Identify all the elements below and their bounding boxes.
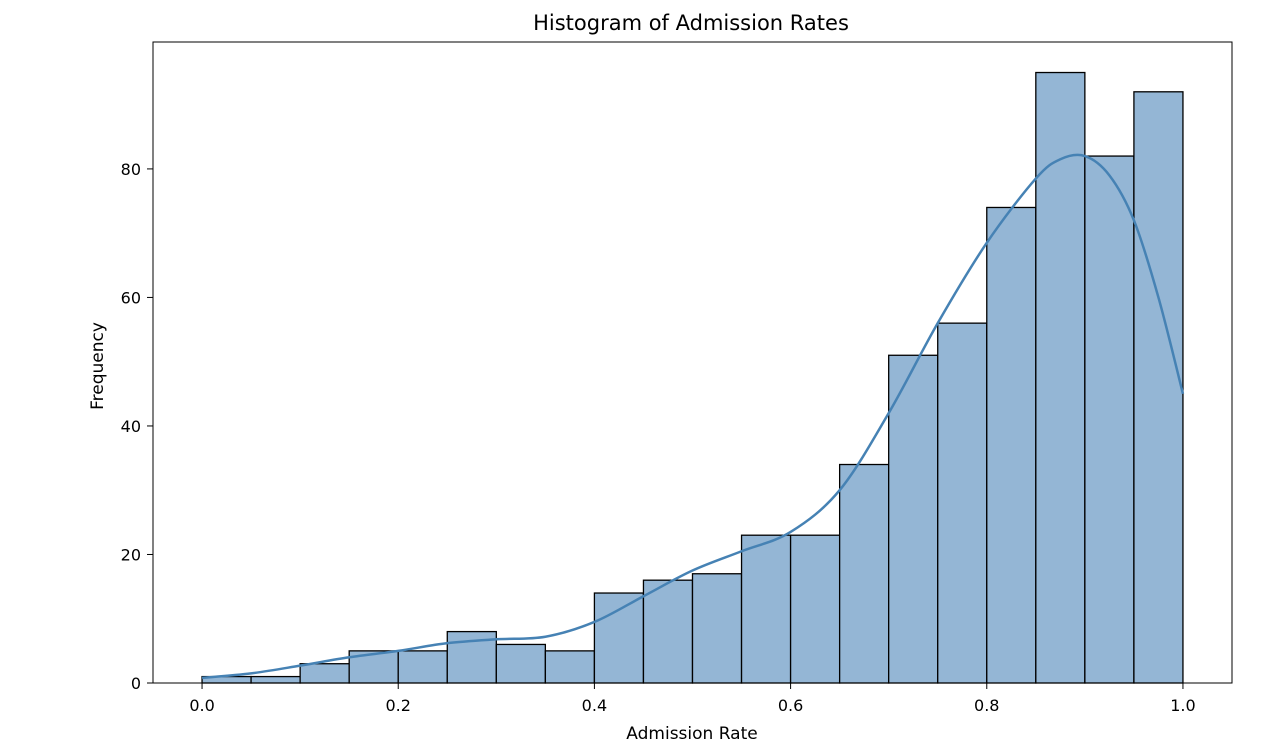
histogram-bar: [544, 650, 596, 684]
histogram-bar: [937, 322, 988, 684]
x-tick-label: 0.0: [189, 696, 214, 715]
histogram-bar: [1035, 71, 1086, 684]
y-tick-label: 20: [121, 545, 141, 564]
histogram-bar: [299, 663, 350, 684]
histogram-bar: [740, 534, 792, 684]
histogram-bar: [888, 354, 939, 684]
histogram-bar: [1084, 155, 1135, 684]
x-tick-label: 1.0: [1170, 696, 1195, 715]
histogram-bar: [1133, 91, 1184, 684]
y-tick-label: 80: [121, 160, 141, 179]
y-axis-label: Frequency: [88, 322, 108, 410]
histogram-bar: [789, 534, 841, 684]
kde-line: [201, 153, 1185, 680]
x-tick-label: 0.8: [974, 696, 999, 715]
histogram-bar: [642, 579, 694, 684]
x-axis-ticks: 0.0 0.2 0.4 0.6 0.8 1.0: [189, 683, 1196, 715]
bars-group: [201, 71, 1184, 684]
y-tick-label: 0: [131, 674, 141, 693]
histogram-bar: [593, 592, 645, 684]
x-tick-label: 0.2: [386, 696, 411, 715]
histogram-bar: [838, 463, 890, 684]
plot-frame: [152, 41, 1233, 684]
x-tick-label: 0.4: [582, 696, 607, 715]
chart-title: Histogram of Admission Rates: [533, 11, 849, 35]
histogram-bar: [250, 675, 301, 684]
x-axis-label: Admission Rate: [626, 724, 757, 744]
histogram-bar: [397, 650, 448, 684]
histogram-bar: [986, 206, 1037, 684]
histogram-bar: [691, 573, 743, 684]
y-tick-label: 40: [121, 417, 141, 436]
y-tick-label: 60: [121, 288, 141, 307]
y-axis-ticks: 0 20 40 60 80: [121, 160, 153, 693]
histogram-bar: [495, 643, 547, 684]
x-tick-label: 0.6: [778, 696, 803, 715]
